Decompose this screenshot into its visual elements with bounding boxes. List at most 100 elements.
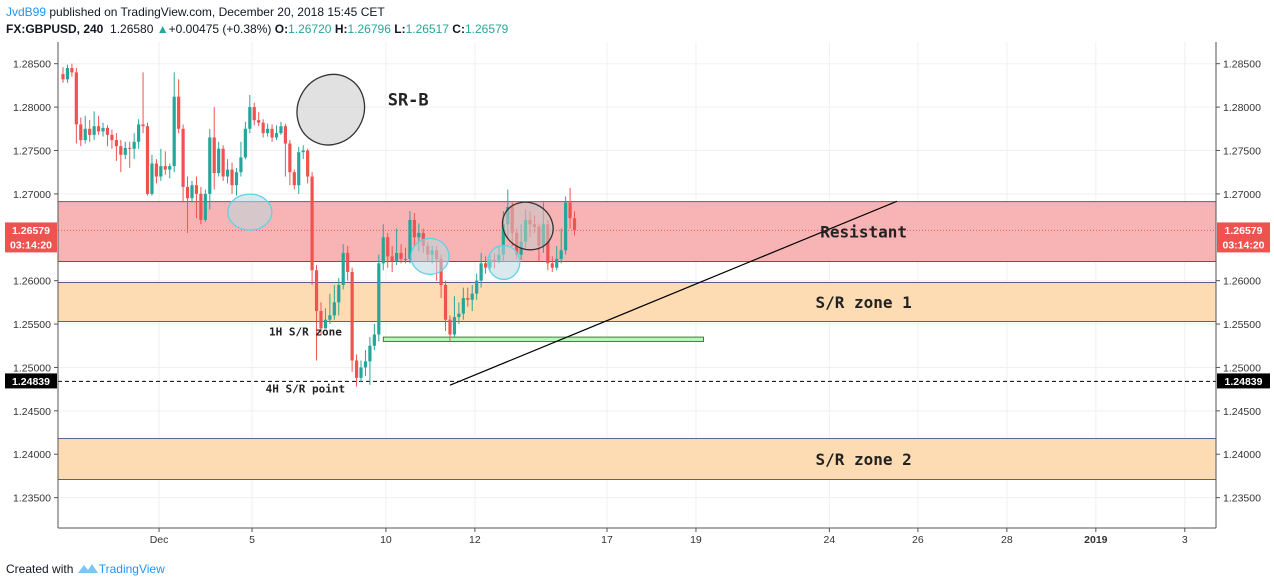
candle-body: [292, 172, 296, 186]
highlight-ellipse-3: [227, 193, 273, 231]
x-tick-label: 2019: [1084, 534, 1108, 546]
zone-label: Resistant: [820, 223, 907, 242]
candle-body: [123, 147, 127, 155]
countdown-label-left: 03:14:20: [10, 239, 52, 251]
candle-body: [101, 127, 105, 132]
candle-body: [65, 68, 70, 80]
y-tick-label-left: 1.25500: [13, 319, 51, 331]
up-arrow-icon: ▲: [156, 22, 169, 36]
candle-body: [270, 128, 274, 138]
candle-body: [372, 334, 376, 346]
candle-body: [261, 122, 265, 134]
author-link[interactable]: JvdB99: [6, 5, 47, 19]
candle-body: [457, 313, 461, 318]
candle-body: [239, 157, 243, 173]
y-tick-label-left: 1.24000: [13, 449, 51, 461]
x-tick-label: 10: [380, 534, 392, 546]
low-value: 1.26517: [405, 22, 449, 36]
open-value: 1.26720: [288, 22, 332, 36]
candle-body: [199, 193, 203, 220]
candle-body: [203, 193, 207, 220]
candle-body: [359, 367, 363, 378]
candle-body: [230, 169, 234, 186]
candle-body: [403, 258, 408, 260]
candle-body: [279, 126, 283, 134]
candle-body: [417, 232, 421, 238]
candle-body: [310, 176, 314, 271]
candle-body: [568, 202, 572, 219]
trendline: [449, 200, 898, 386]
footer: Created with TradingView: [6, 562, 165, 576]
candle-body: [221, 148, 225, 177]
candle-body: [470, 293, 474, 300]
candle-body: [346, 252, 350, 272]
candle-body: [332, 302, 336, 316]
candle-body: [79, 124, 83, 141]
candle-body: [172, 96, 176, 167]
y-tick-label-right: 1.24000: [1223, 449, 1261, 461]
candle-body: [105, 127, 110, 135]
change-value: +0.00475 (+0.38%): [168, 22, 272, 36]
candle-body: [163, 166, 167, 170]
y-tick-label-right: 1.27000: [1223, 189, 1261, 201]
price-label-box-right: [1217, 373, 1270, 389]
candle-body: [110, 134, 114, 141]
candle-body: [443, 285, 448, 320]
y-tick-label-left: 1.27500: [13, 145, 51, 157]
ohlc-legend: FX:GBPUSD, 240 1.26580 ▲+0.00475 (+0.38%…: [6, 22, 508, 36]
candle-body: [137, 124, 141, 142]
candle-body: [297, 152, 301, 186]
candle-body: [168, 166, 172, 170]
y-tick-label-right: 1.25500: [1223, 319, 1261, 331]
candle-body: [395, 252, 399, 262]
y-tick-label-right: 1.27500: [1223, 145, 1261, 157]
x-tick-label: 12: [469, 534, 481, 546]
candle-body: [341, 252, 345, 285]
candle-body: [461, 298, 465, 314]
candle-body: [314, 270, 319, 312]
price-label-right: 1.26579: [1225, 225, 1263, 237]
candle-body: [439, 258, 443, 285]
candle-body: [159, 166, 163, 177]
candle-body: [408, 219, 412, 259]
highlight-ellipse-5: [487, 244, 521, 281]
candle-body: [319, 311, 323, 329]
candle-body: [177, 96, 181, 129]
candle-body: [381, 237, 385, 264]
y-tick-label-left: 1.28500: [13, 59, 51, 71]
one-hour-sr-zone: [382, 336, 704, 342]
candle-body: [190, 185, 194, 199]
candle-body: [83, 128, 87, 141]
price-label-left: 1.24839: [12, 376, 50, 388]
candle-body: [252, 107, 256, 121]
candle-body: [225, 169, 230, 177]
candle-body: [466, 298, 470, 300]
candle-body: [452, 317, 457, 335]
candle-body: [475, 280, 479, 294]
highlight-ellipse-1: [296, 73, 366, 146]
candle-body: [328, 315, 332, 320]
x-tick-label: 3: [1182, 534, 1188, 546]
x-tick-label: 19: [690, 534, 702, 546]
tradingview-link[interactable]: TradingView: [98, 562, 165, 576]
candle-body: [501, 224, 505, 255]
y-tick-label-left: 1.23500: [13, 493, 51, 505]
candle-body: [132, 141, 136, 149]
x-tick-label: 28: [1001, 534, 1013, 546]
candle-body: [368, 345, 372, 362]
candle-body: [154, 163, 159, 177]
y-tick-label-right: 1.28500: [1223, 59, 1261, 71]
publish-info: JvdB99 published on TradingView.com, Dec…: [6, 5, 385, 19]
candle-body: [354, 360, 359, 378]
y-tick-label-right: 1.23500: [1223, 493, 1261, 505]
candle-body: [266, 128, 270, 134]
candle-body: [288, 143, 292, 173]
zone-label: S/R zone 2: [815, 450, 911, 469]
last-price: 1.26580: [110, 22, 154, 36]
candle-body: [274, 133, 279, 138]
candle-body: [114, 140, 118, 147]
publish-text: published on TradingView.com, December 2…: [49, 5, 385, 19]
close-label: C:: [452, 22, 465, 36]
candle-body: [150, 163, 154, 194]
